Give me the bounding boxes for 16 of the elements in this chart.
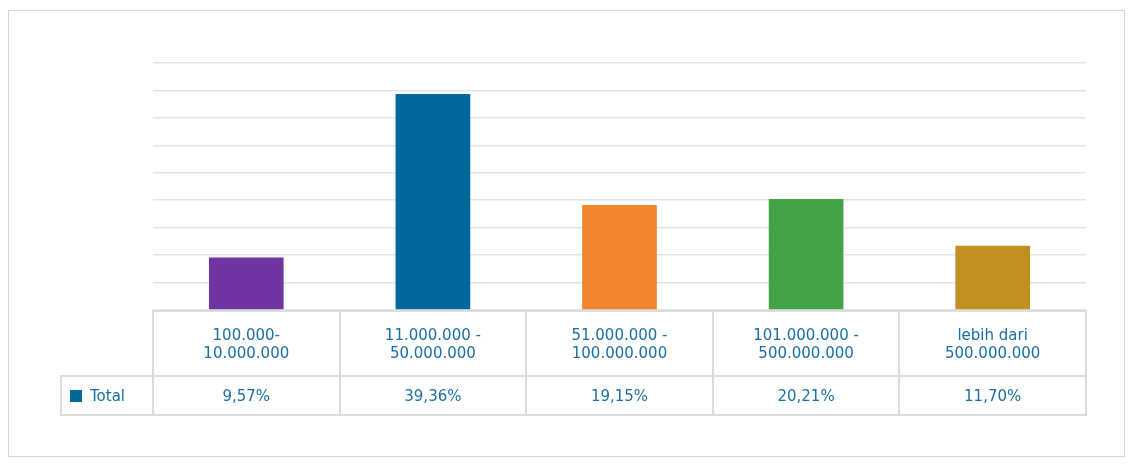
x-tick-label: 100.000-10.000.000 [202, 325, 291, 362]
data-label: 20,21% [712, 376, 900, 415]
x-tick-label: 51.000.000 - 100.000.000 [570, 325, 669, 362]
data-label: 9,57% [153, 376, 340, 415]
x-tick-label: 11.000.000 - 50.000.000 [383, 325, 482, 362]
bar [395, 93, 471, 310]
legend-label: Total [61, 376, 153, 415]
bar [208, 257, 284, 310]
bar [768, 199, 844, 310]
data-label: 39,36% [339, 376, 527, 415]
bar [955, 245, 1031, 310]
bar [582, 204, 657, 310]
x-tick-label: lebih dari 500.000.000 [943, 325, 1042, 362]
data-label: 11,70% [899, 376, 1086, 415]
data-label: 19,15% [526, 376, 713, 415]
x-tick-label: 101.000.000 - 500.000.000 [752, 325, 860, 362]
